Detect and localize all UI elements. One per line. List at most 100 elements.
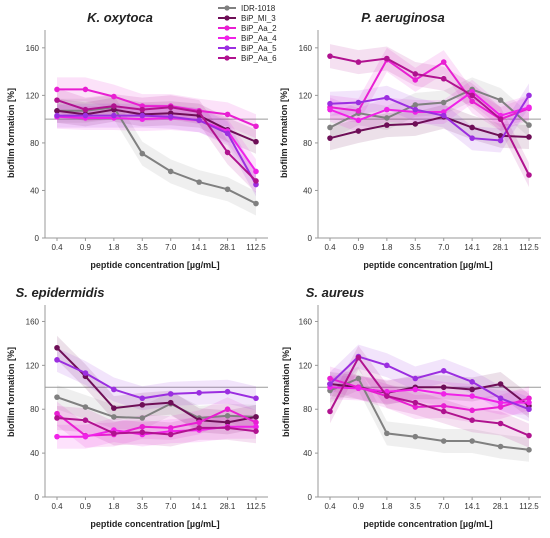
data-point (224, 425, 231, 431)
x-tick-label: 112.5 (519, 243, 539, 252)
data-point (440, 75, 447, 82)
error-band (330, 83, 529, 153)
data-point (384, 362, 390, 369)
y-tick-label: 0 (35, 234, 40, 243)
error-band (330, 345, 529, 448)
data-point (526, 447, 532, 453)
data-point (327, 106, 333, 113)
y-tick-label: 40 (30, 449, 39, 458)
data-point (497, 443, 504, 450)
data-point (253, 423, 259, 430)
data-point (469, 393, 475, 399)
data-point (440, 438, 447, 444)
data-point (54, 433, 60, 440)
series-line (329, 355, 530, 437)
error-band (57, 335, 256, 435)
data-point (355, 354, 362, 361)
error-band (330, 47, 529, 132)
data-point (469, 135, 475, 141)
data-point (469, 379, 475, 385)
data-point (384, 393, 390, 399)
data-point (526, 104, 532, 111)
data-point (412, 102, 419, 108)
data-point (355, 385, 362, 392)
x-tick-label: 7.0 (165, 243, 177, 252)
data-point (167, 431, 174, 438)
legend-marker (224, 55, 230, 61)
y-axis-label: biofilm formation [%] (6, 88, 16, 178)
x-tick-label: 14.1 (464, 502, 480, 511)
data-point (412, 106, 419, 113)
data-point (440, 368, 447, 374)
x-axis-label: peptide concentration [µg/mL] (363, 260, 492, 270)
y-tick-label: 80 (303, 405, 312, 414)
series-line (329, 355, 530, 411)
legend-marker (224, 25, 230, 31)
data-point (54, 410, 60, 417)
data-point (54, 415, 60, 421)
x-tick-label: 28.1 (493, 243, 509, 252)
data-point (526, 395, 532, 402)
legend-marker (224, 5, 230, 11)
x-tick-label: 1.8 (108, 502, 120, 511)
data-point (196, 419, 202, 426)
legend-label: BiP_Aa_2 (241, 24, 277, 33)
data-point (440, 403, 447, 409)
data-point (412, 121, 419, 127)
series-line (57, 106, 257, 205)
series-line (56, 347, 257, 424)
data-point (111, 103, 117, 109)
chart-title: K. oxytoca (87, 10, 153, 25)
x-tick-label: 0.9 (80, 502, 92, 511)
x-tick-label: 28.1 (220, 502, 236, 511)
data-point (111, 93, 117, 100)
data-point (82, 417, 89, 424)
data-point (224, 419, 231, 426)
data-point (327, 408, 333, 415)
y-tick-label: 80 (303, 139, 312, 148)
chart-title: S. epidermidis (16, 285, 105, 300)
data-point (355, 108, 362, 114)
x-axis-label: peptide concentration [µg/mL] (90, 260, 219, 270)
data-point (384, 94, 390, 101)
data-point (139, 402, 146, 408)
series-line (329, 94, 530, 142)
data-point (440, 391, 447, 397)
y-axis-label: biofilm formation [%] (6, 347, 16, 437)
y-tick-label: 40 (30, 186, 39, 195)
series-line (56, 417, 257, 436)
error-band (330, 366, 529, 462)
data-point (54, 394, 60, 400)
data-point (327, 124, 333, 131)
data-point (469, 98, 475, 105)
data-point (111, 430, 117, 437)
panel-p-aeruginosa: P. aeruginosa biofilm formation [%] pept… (279, 10, 541, 270)
x-axis-label: peptide concentration [µg/mL] (90, 519, 219, 529)
x-tick-label: 112.5 (246, 502, 266, 511)
x-tick-label: 0.4 (324, 243, 336, 252)
x-tick-label: 0.4 (51, 502, 63, 511)
error-band (57, 406, 256, 447)
panel-k-oxytoca: K. oxytoca biofilm formation [%] peptide… (6, 10, 268, 270)
data-point (412, 433, 419, 440)
x-tick-label: 7.0 (165, 502, 177, 511)
error-band (330, 372, 529, 418)
data-point (82, 106, 89, 113)
x-tick-label: 112.5 (519, 502, 539, 511)
x-tick-label: 0.4 (51, 243, 63, 252)
data-point (327, 53, 333, 59)
data-point (167, 168, 174, 175)
data-point (196, 425, 202, 431)
y-tick-label: 0 (308, 234, 313, 243)
series-line (57, 114, 257, 185)
data-point (497, 381, 504, 387)
y-axis-label: biofilm formation [%] (281, 347, 291, 437)
x-tick-label: 112.5 (246, 243, 266, 252)
y-tick-label: 160 (299, 317, 313, 326)
data-point (440, 59, 447, 65)
data-point (54, 86, 60, 93)
data-point (224, 130, 231, 137)
data-point (139, 429, 146, 436)
data-point (355, 59, 362, 65)
data-point (526, 432, 532, 439)
